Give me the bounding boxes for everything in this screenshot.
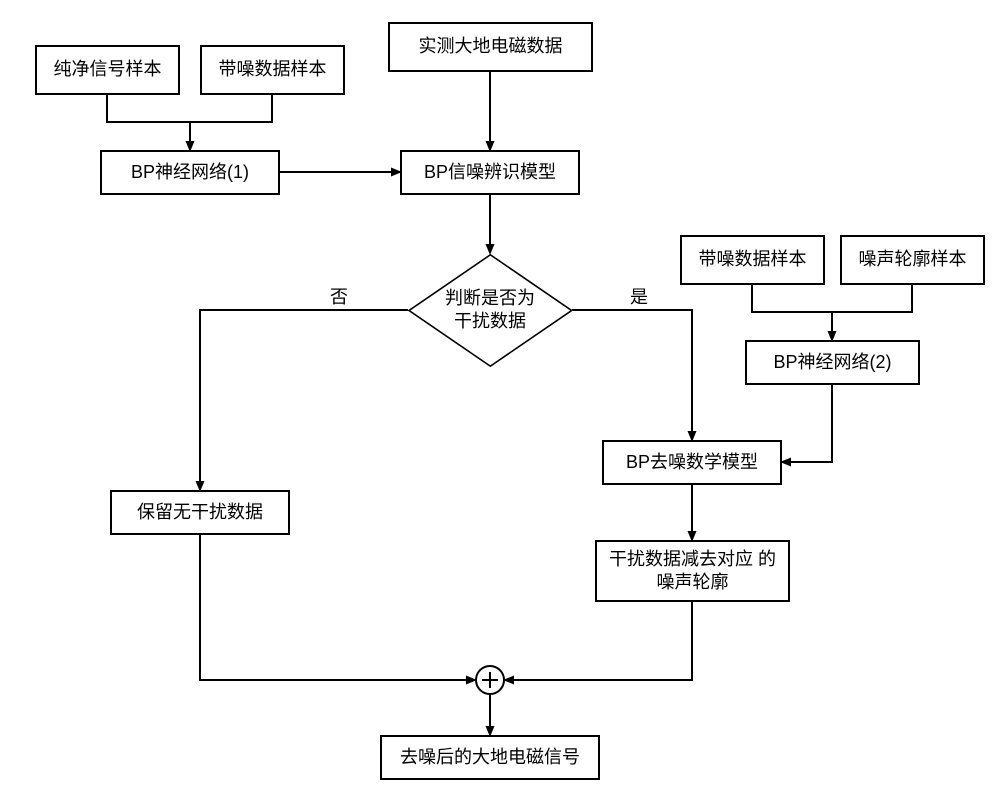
node-bp-neural-network-1: BP神经网络(1) [100, 150, 280, 195]
node-bp-identification-model: BP信噪辨识模型 [400, 150, 580, 195]
flowchart-canvas: 纯净信号样本 带噪数据样本 实测大地电磁数据 BP神经网络(1) BP信噪辨识模… [0, 0, 1000, 799]
label: 保留无干扰数据 [137, 501, 263, 524]
node-bp-denoise-model: BP去噪数学模型 [602, 440, 782, 485]
decision-diamond [407, 253, 572, 366]
node-keep-clean-data: 保留无干扰数据 [110, 490, 290, 535]
label: 干扰数据减去对应 的噪声轮廓 [605, 548, 780, 595]
label: 噪声轮廓样本 [859, 248, 967, 271]
label: BP信噪辨识模型 [424, 161, 556, 184]
edge-label-yes: 是 [630, 283, 648, 309]
label: 带噪数据样本 [699, 248, 807, 271]
label: BP神经网络(1) [131, 161, 249, 184]
node-noisy-data-sample-1: 带噪数据样本 [200, 45, 345, 95]
node-pure-signal-sample: 纯净信号样本 [35, 45, 180, 95]
label: 实测大地电磁数据 [419, 35, 563, 58]
label: 去噪后的大地电磁信号 [400, 746, 580, 769]
label: 带噪数据样本 [219, 58, 327, 81]
node-subtract-noise-contour: 干扰数据减去对应 的噪声轮廓 [595, 540, 790, 602]
node-noise-contour-sample: 噪声轮廓样本 [840, 235, 985, 285]
node-bp-neural-network-2: BP神经网络(2) [745, 340, 920, 385]
node-measured-mt-data: 实测大地电磁数据 [388, 22, 593, 72]
label: BP神经网络(2) [773, 351, 891, 374]
label: 纯净信号样本 [54, 58, 162, 81]
edge-label-no: 否 [330, 283, 348, 309]
node-denoised-output: 去噪后的大地电磁信号 [380, 735, 600, 780]
label: BP去噪数学模型 [626, 451, 758, 474]
summing-junction-icon [475, 665, 505, 695]
node-noisy-data-sample-2: 带噪数据样本 [680, 235, 825, 285]
